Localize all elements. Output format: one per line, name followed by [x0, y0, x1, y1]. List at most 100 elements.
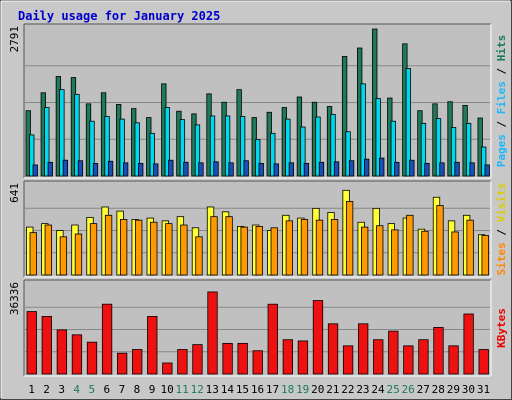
series-sites [29, 201, 489, 276]
x-label-day-3: 3 [58, 383, 65, 396]
legend-sites: Sites [495, 242, 508, 275]
bar-pages-day-17 [273, 163, 279, 177]
x-label-day-18: 18 [281, 383, 294, 396]
bar-files-day-2 [44, 107, 50, 177]
bar-pages-day-23 [364, 158, 370, 177]
x-label-day-25: 25 [386, 383, 399, 396]
legend-kbytes: KBytes [495, 308, 508, 348]
y-max-label: 641 [8, 183, 21, 203]
series-kbytes [26, 291, 489, 375]
bar-files-day-27 [420, 122, 427, 177]
bar-sites-day-10 [165, 223, 173, 276]
bar-pages-day-20 [318, 161, 325, 177]
bar-sites-day-14 [225, 216, 233, 276]
bar-kbytes-day-8 [132, 349, 143, 375]
x-label-day-2: 2 [43, 383, 50, 396]
bar-files-day-25 [390, 120, 396, 177]
x-label-day-20: 20 [311, 383, 324, 396]
bar-pages-day-6 [107, 160, 114, 177]
side-legend-visits-sites: Sites / Visits [495, 183, 508, 276]
bar-kbytes-day-12 [192, 344, 203, 375]
bar-kbytes-day-4 [71, 334, 83, 375]
bar-kbytes-day-16 [252, 350, 263, 375]
bar-pages-day-12 [198, 162, 204, 177]
bar-sites-day-12 [195, 236, 203, 276]
bar-kbytes-day-26 [403, 345, 414, 375]
bar-files-day-4 [74, 93, 80, 177]
bar-files-day-24 [375, 98, 381, 177]
bar-kbytes-day-27 [418, 339, 429, 375]
bar-sites-day-2 [44, 224, 52, 276]
legend-separator: / [495, 222, 508, 242]
bar-sites-day-18 [285, 220, 294, 276]
y-max-label: 36336 [8, 282, 21, 315]
legend-files: Files [495, 81, 508, 114]
bar-sites-day-17 [270, 227, 278, 276]
bar-pages-day-4 [77, 160, 84, 177]
bar-files-day-10 [164, 107, 170, 177]
side-legend-hits-files-pages: Pages / Files / Hits [495, 35, 508, 168]
bar-files-day-28 [435, 118, 442, 177]
bar-files-day-21 [330, 113, 336, 177]
panel-kbytes: 36336 KBytes [8, 279, 508, 377]
bar-kbytes-day-25 [388, 330, 399, 375]
bar-files-day-3 [59, 89, 65, 177]
x-label-day-28: 28 [432, 383, 445, 396]
bar-sites-day-30 [466, 219, 474, 276]
x-label-day-27: 27 [417, 383, 430, 396]
bar-kbytes-day-22 [342, 345, 354, 375]
bar-sites-day-16 [255, 225, 263, 276]
bar-files-day-30 [465, 122, 472, 177]
bar-sites-day-21 [330, 219, 339, 276]
bar-kbytes-day-1 [26, 311, 37, 375]
bar-kbytes-day-24 [373, 339, 384, 375]
x-axis-tick-labels: 1 2 3 4 5 6 7 8 9 10 11 12 13 14 15 16 17 18 19 20 21 22 23 24 2… [28, 383, 490, 396]
x-label-day-11: 11 [176, 383, 189, 396]
bar-files-day-7 [119, 118, 125, 177]
x-label-day-19: 19 [296, 383, 309, 396]
bar-sites-day-6 [104, 214, 113, 276]
bar-kbytes-day-3 [56, 329, 68, 375]
x-label-day-13: 13 [206, 383, 219, 396]
bar-files-day-22 [345, 131, 351, 177]
bar-sites-day-20 [315, 219, 324, 276]
bar-kbytes-day-5 [86, 341, 98, 375]
bar-kbytes-day-10 [162, 362, 173, 375]
bar-sites-day-25 [391, 229, 399, 276]
x-label-day-6: 6 [104, 383, 111, 396]
series-pages [32, 157, 490, 177]
bar-pages-day-15 [243, 160, 249, 177]
bar-pages-day-21 [333, 161, 340, 177]
bar-pages-day-9 [153, 163, 159, 177]
bar-sites-day-11 [180, 224, 188, 276]
x-label-day-5: 5 [88, 383, 95, 396]
bar-pages-day-3 [62, 159, 69, 177]
legend-separator: / [495, 61, 508, 81]
bar-files-day-19 [300, 126, 306, 177]
bar-kbytes-day-18 [282, 339, 294, 375]
bar-kbytes-day-21 [327, 323, 339, 375]
bar-sites-day-8 [135, 219, 143, 276]
panel-hits-files-pages: 2791 Pages / Files / Hits [8, 23, 508, 179]
x-label-day-24: 24 [371, 383, 385, 396]
legend-hits: Hits [495, 35, 508, 62]
x-label-day-23: 23 [356, 383, 369, 396]
x-label-day-29: 29 [447, 383, 460, 396]
bar-pages-day-13 [213, 161, 219, 177]
bar-pages-day-10 [168, 159, 174, 177]
bar-pages-day-2 [47, 161, 53, 177]
bar-pages-day-30 [469, 162, 475, 177]
bar-pages-day-18 [288, 162, 295, 177]
x-label-day-1: 1 [28, 383, 35, 396]
bar-kbytes-day-19 [297, 340, 309, 375]
chart-title: Daily usage for January 2025 [18, 9, 220, 23]
bar-pages-day-22 [348, 160, 355, 177]
panel-visits-sites: 641 Sites / Visits [8, 180, 508, 278]
bar-pages-day-28 [439, 162, 445, 177]
bar-files-day-9 [149, 132, 155, 177]
bar-pages-day-26 [409, 159, 415, 177]
x-label-day-30: 30 [462, 383, 475, 396]
x-label-day-31: 31 [477, 383, 490, 396]
bar-kbytes-day-31 [478, 349, 489, 375]
